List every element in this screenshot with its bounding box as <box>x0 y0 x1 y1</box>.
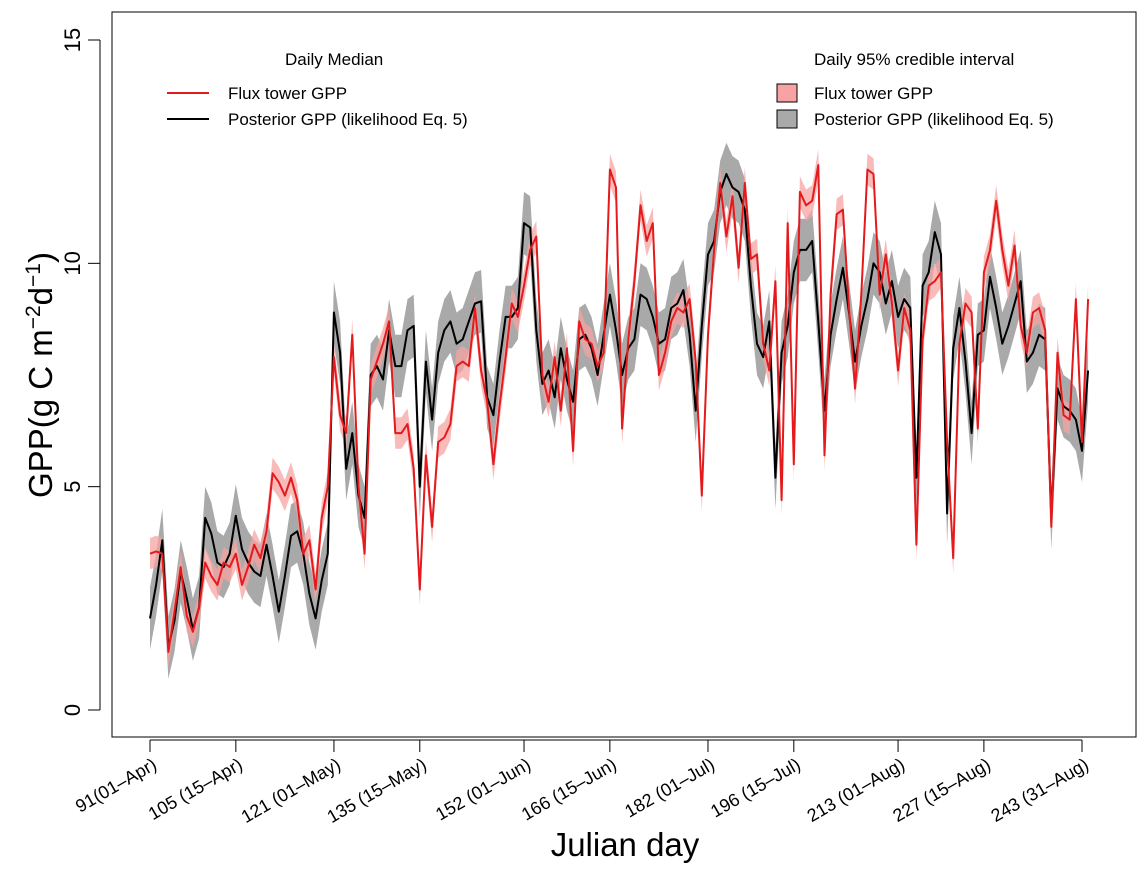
legend-posterior-band-swatch <box>776 109 798 129</box>
band-flux <box>150 149 1089 668</box>
band-posterior <box>150 142 1089 679</box>
legend-right-item-flux: Flux tower GPP <box>814 84 933 103</box>
plot-frame <box>111 11 1137 738</box>
credible-interval-bands <box>150 142 1089 679</box>
legend-daily-median: Daily Median Flux tower GPP Posterior GP… <box>167 50 468 129</box>
y-axis-title: GPP(g C m−2d−1) <box>22 252 59 498</box>
y-tick-label: 0 <box>60 704 85 716</box>
median-lines <box>149 164 1090 653</box>
legend-left-item-flux: Flux tower GPP <box>228 84 347 103</box>
y-tick-label: 5 <box>60 481 85 493</box>
legend-right-title: Daily 95% credible interval <box>814 50 1014 69</box>
y-tick-label: 10 <box>60 251 85 275</box>
y-axis: 0 5 10 15 <box>60 28 101 716</box>
x-tick-label: 105 (15–Apr) <box>145 754 246 824</box>
legend-right-item-posterior: Posterior GPP (likelihood Eq. 5) <box>814 110 1054 129</box>
legend-credible-interval: Daily 95% credible interval Flux tower G… <box>776 50 1054 129</box>
x-tick-label: 152 (01–Jun) <box>432 754 534 824</box>
x-tick-label: 196 (15–Jul) <box>707 754 804 821</box>
x-axis-title: Julian day <box>551 826 700 863</box>
legend-left-item-posterior: Posterior GPP (likelihood Eq. 5) <box>228 110 468 129</box>
x-axis: 91(01–Apr)105 (15–Apr)121 (01–May)135 (1… <box>72 739 1092 827</box>
legend-flux-band-swatch <box>776 83 798 103</box>
legend-left-title: Daily Median <box>285 50 383 69</box>
x-tick-label: 166 (15–Jun) <box>518 754 620 824</box>
x-tick-label: 227 (15–Aug) <box>889 754 993 826</box>
x-tick-label: 182 (01–Jul) <box>621 754 718 821</box>
x-tick-label: 243 (31–Aug) <box>988 754 1092 826</box>
line-flux <box>149 164 1090 653</box>
y-tick-label: 15 <box>60 28 85 52</box>
line-posterior <box>149 173 1090 649</box>
